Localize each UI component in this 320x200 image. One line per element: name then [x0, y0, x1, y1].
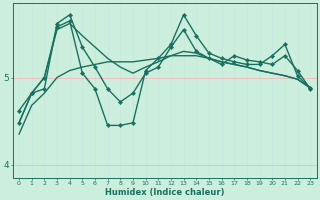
X-axis label: Humidex (Indice chaleur): Humidex (Indice chaleur) — [105, 188, 224, 197]
